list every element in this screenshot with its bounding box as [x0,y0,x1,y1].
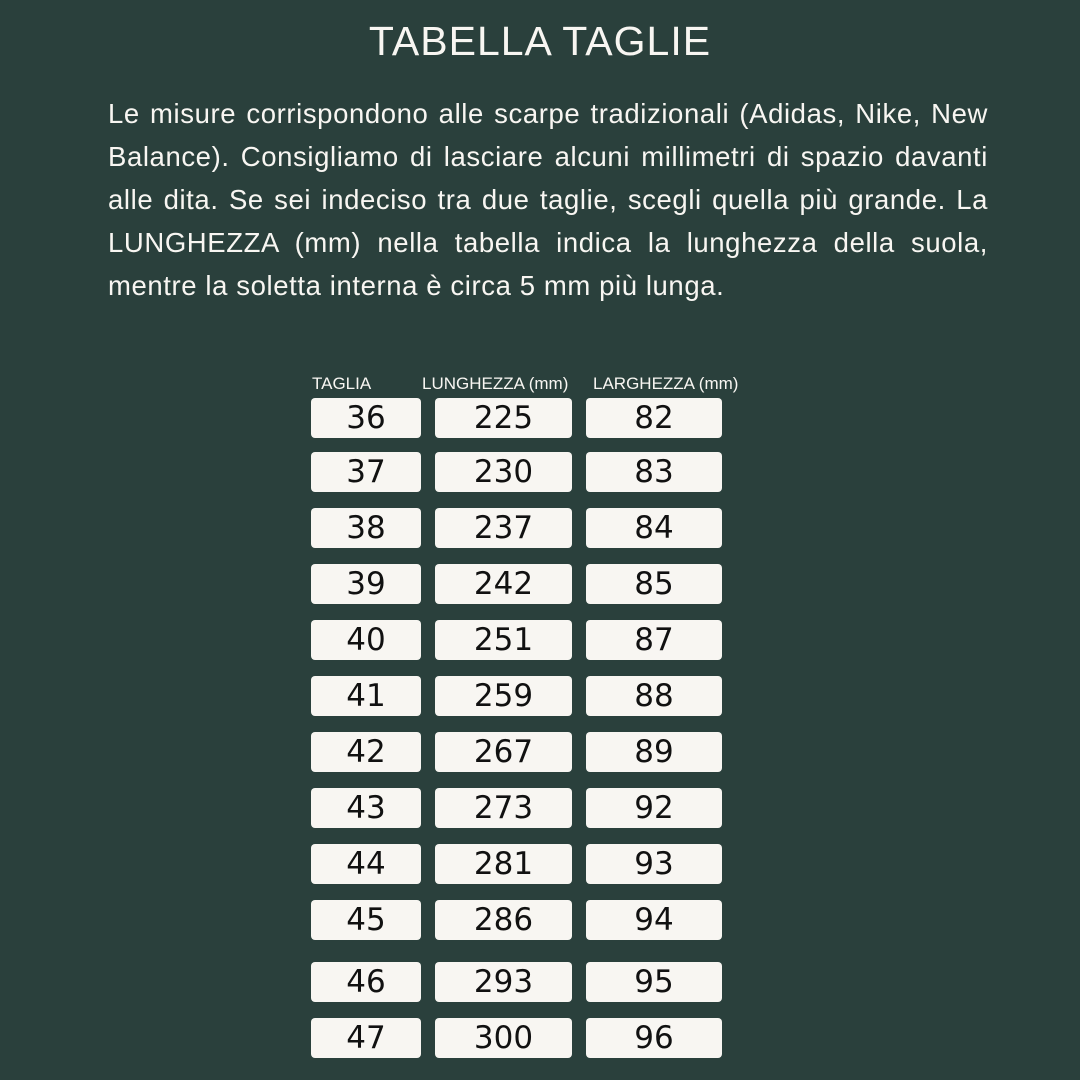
width-cell: 85 [586,564,722,604]
size-cell: 45 [311,900,421,940]
width-cell: 87 [586,620,722,660]
width-cell: 93 [586,844,722,884]
header-larghezza: LARGHEZZA (mm) [593,374,739,393]
size-cell: 47 [311,1018,421,1058]
size-cell: 40 [311,620,421,660]
size-cell: 41 [311,676,421,716]
page-title: TABELLA TAGLIE [368,18,712,64]
length-cell: 225 [435,398,572,438]
size-cell: 44 [311,844,421,884]
width-cell: 95 [586,962,722,1002]
width-cell: 92 [586,788,722,828]
size-cell: 42 [311,732,421,772]
size-cell: 43 [311,788,421,828]
width-cell: 89 [586,732,722,772]
size-cell: 46 [311,962,421,1002]
width-cell: 94 [586,900,722,940]
length-cell: 259 [435,676,572,716]
length-cell: 293 [435,962,572,1002]
length-cell: 251 [435,620,572,660]
width-cell: 88 [586,676,722,716]
header-lunghezza: LUNGHEZZA (mm) [422,374,569,393]
size-cell: 39 [311,564,421,604]
length-cell: 281 [435,844,572,884]
width-cell: 82 [586,398,722,438]
length-cell: 267 [435,732,572,772]
length-cell: 286 [435,900,572,940]
length-cell: 242 [435,564,572,604]
size-cell: 38 [311,508,421,548]
header-taglia: TAGLIA [312,374,372,393]
width-cell: 96 [586,1018,722,1058]
width-cell: 84 [586,508,722,548]
length-cell: 230 [435,452,572,492]
length-cell: 237 [435,508,572,548]
width-cell: 83 [586,452,722,492]
size-cell: 36 [311,398,421,438]
size-cell: 37 [311,452,421,492]
length-cell: 273 [435,788,572,828]
length-cell: 300 [435,1018,572,1058]
intro-paragraph: Le misure corrispondono alle scarpe trad… [108,98,988,301]
